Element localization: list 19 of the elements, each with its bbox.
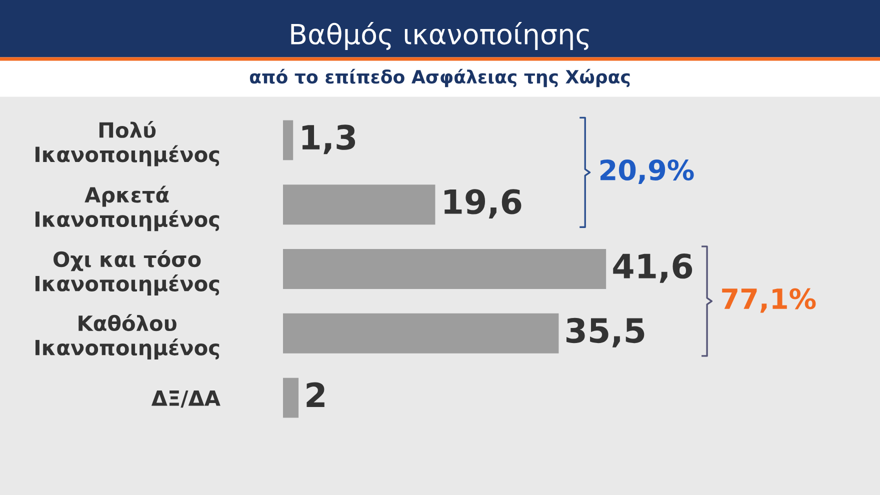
data-label: 2 (306, 382, 324, 407)
data-label: 19,6 (444, 189, 522, 219)
text: 77,1% (722, 288, 816, 313)
y-tick-label: Οχι και τόσο Ικανοποιημένος (36, 250, 220, 296)
data-label: 1,3 (302, 124, 356, 154)
bar (283, 184, 436, 225)
bar (283, 313, 559, 354)
chart-title: Βαθμός ικανοποίησης (291, 22, 589, 50)
bar (283, 378, 299, 418)
annotation: 20,9% (600, 159, 694, 184)
y-tick-label: ΔΞ/ΔΑ (151, 390, 220, 408)
bar (283, 249, 606, 289)
y-tick-label: Αρκετά Ικανοποιημένος (36, 186, 220, 232)
bar (283, 120, 294, 160)
data-label: 35,5 (566, 318, 644, 348)
y-tick-label: Πολύ Ικανοποιημένος (36, 120, 220, 166)
chart-subtitle: από το επίπεδο Ασφάλειας της Χώρας (250, 68, 630, 88)
y-tick-label: Καθόλου Ικανοποιημένος (36, 314, 220, 360)
data-label: 41,6 (613, 253, 692, 283)
